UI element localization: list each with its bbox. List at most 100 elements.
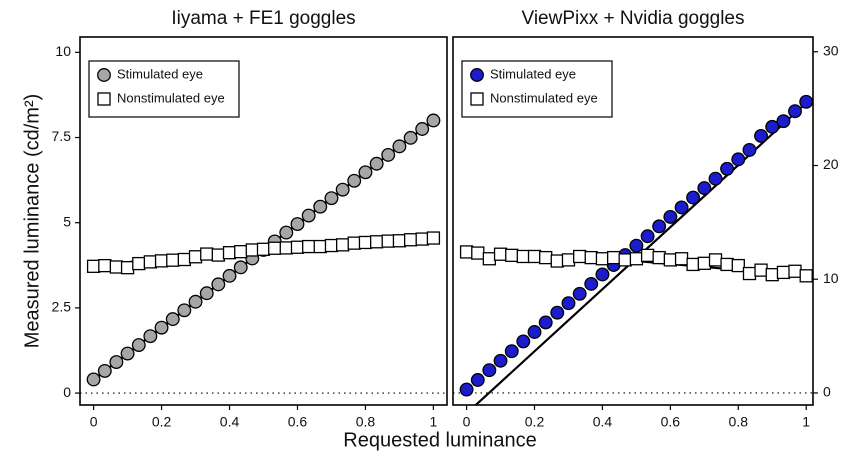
x-tick-label: 0.8 bbox=[356, 414, 376, 430]
marker bbox=[302, 239, 316, 254]
marker bbox=[516, 334, 531, 349]
marker bbox=[629, 238, 644, 253]
marker bbox=[742, 266, 757, 281]
marker bbox=[550, 254, 564, 268]
legend-label: Stimulated eye bbox=[490, 66, 576, 81]
marker bbox=[154, 320, 169, 335]
plot-frame bbox=[452, 36, 814, 406]
y-tick-label: 20 bbox=[823, 156, 839, 172]
marker bbox=[686, 190, 701, 205]
marker bbox=[211, 248, 225, 262]
marker bbox=[279, 241, 293, 255]
marker bbox=[470, 373, 485, 387]
marker bbox=[471, 246, 485, 260]
y-tick-label: 2.5 bbox=[52, 299, 72, 315]
marker bbox=[120, 261, 135, 275]
marker bbox=[415, 122, 430, 136]
marker bbox=[618, 253, 632, 267]
marker bbox=[720, 161, 735, 176]
marker bbox=[482, 363, 497, 378]
marker bbox=[482, 252, 496, 266]
y-tick-label: 0 bbox=[63, 384, 71, 400]
y-tick-label: 5 bbox=[63, 213, 71, 229]
y-tick-label: 10 bbox=[55, 43, 71, 59]
plot-frame bbox=[79, 36, 448, 406]
marker bbox=[561, 296, 576, 311]
marker bbox=[708, 253, 723, 267]
marker bbox=[538, 315, 553, 330]
legend-label: Nonstimulated eye bbox=[117, 90, 225, 105]
marker bbox=[166, 253, 180, 267]
marker bbox=[776, 114, 791, 129]
x-axis-label: Requested luminance bbox=[343, 429, 536, 451]
marker bbox=[663, 253, 678, 267]
marker bbox=[504, 344, 519, 359]
marker bbox=[358, 235, 373, 250]
marker bbox=[177, 303, 192, 318]
marker bbox=[527, 325, 542, 339]
x-tick-label: 0.8 bbox=[729, 414, 749, 430]
marker bbox=[799, 269, 813, 283]
marker bbox=[606, 250, 621, 265]
x-tick-label: 0.6 bbox=[661, 414, 681, 430]
marker bbox=[426, 231, 441, 245]
y-tick-label: 10 bbox=[823, 270, 839, 286]
marker bbox=[131, 338, 146, 352]
marker bbox=[584, 276, 599, 291]
y-tick-label: 0 bbox=[823, 384, 831, 400]
y-tick-label: 30 bbox=[823, 42, 839, 58]
marker bbox=[335, 182, 350, 197]
marker bbox=[742, 142, 757, 157]
marker bbox=[290, 240, 305, 254]
marker bbox=[188, 250, 203, 264]
marker bbox=[470, 68, 484, 82]
x-tick-label: 1 bbox=[802, 414, 810, 430]
marker bbox=[234, 245, 248, 259]
marker bbox=[470, 92, 484, 106]
x-tick-label: 0 bbox=[463, 414, 471, 430]
legend-box bbox=[88, 60, 240, 118]
marker bbox=[595, 252, 610, 266]
marker bbox=[245, 243, 259, 257]
marker bbox=[143, 329, 158, 344]
marker bbox=[143, 255, 157, 269]
marker bbox=[313, 239, 327, 254]
marker bbox=[109, 260, 124, 274]
marker bbox=[369, 156, 384, 171]
marker bbox=[493, 353, 508, 368]
marker bbox=[550, 305, 565, 320]
marker bbox=[459, 382, 474, 397]
x-tick-label: 1 bbox=[430, 414, 438, 430]
marker bbox=[640, 248, 655, 262]
marker bbox=[403, 130, 418, 145]
marker bbox=[392, 139, 407, 154]
marker bbox=[200, 247, 214, 261]
marker bbox=[731, 258, 745, 273]
x-tick-label: 0.2 bbox=[525, 414, 545, 430]
y-tick-label: 7.5 bbox=[52, 128, 72, 144]
marker bbox=[279, 225, 294, 240]
marker bbox=[165, 312, 180, 327]
marker bbox=[233, 260, 248, 275]
marker bbox=[268, 241, 282, 255]
legend-label: Stimulated eye bbox=[117, 66, 203, 81]
marker bbox=[313, 199, 328, 214]
marker bbox=[572, 286, 587, 301]
panel-title: ViewPixx + Nvidia goggles bbox=[521, 8, 744, 29]
plot-area bbox=[453, 94, 813, 405]
marker bbox=[199, 286, 214, 301]
marker bbox=[336, 238, 350, 252]
marker bbox=[132, 256, 146, 271]
marker bbox=[788, 104, 802, 119]
marker bbox=[98, 258, 112, 273]
marker bbox=[697, 256, 711, 270]
marker bbox=[720, 257, 734, 272]
x-tick-label: 0.4 bbox=[220, 414, 240, 430]
marker bbox=[358, 165, 373, 180]
marker bbox=[97, 68, 111, 82]
panel-title: Iiyama + FE1 goggles bbox=[171, 8, 355, 29]
marker bbox=[516, 249, 530, 264]
marker bbox=[211, 277, 226, 292]
marker bbox=[370, 235, 384, 249]
